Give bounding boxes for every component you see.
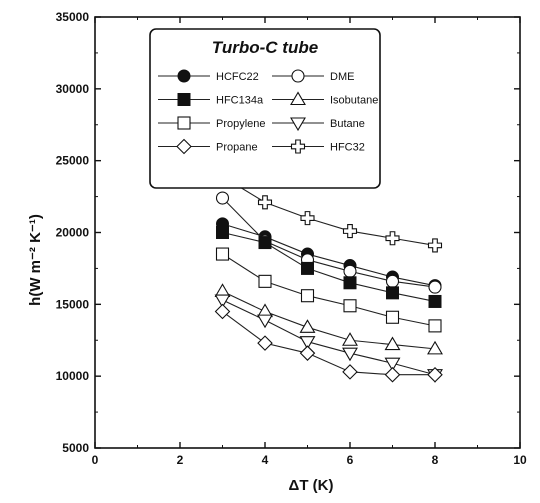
y-tick-label: 20000: [56, 226, 90, 240]
series-hcfc22: [216, 217, 442, 293]
legend-item-butane: Butane: [272, 117, 365, 132]
data-point-propylene: [215, 247, 230, 261]
legend-item-propane: Propane: [158, 138, 258, 155]
series-propylene: [215, 247, 442, 333]
data-point-isobutane: [384, 336, 401, 351]
data-point-isobutane: [342, 332, 358, 346]
series-line-isobutane: [222, 290, 436, 350]
series-line-butane: [222, 299, 436, 376]
data-point-dme: [215, 191, 230, 205]
data-point-propylene: [300, 289, 315, 303]
data-point-hfc32: [300, 211, 315, 226]
legend-marker: [177, 69, 191, 83]
legend-label: Propane: [216, 142, 258, 154]
data-point-dme: [428, 280, 442, 294]
x-tick-label: 6: [347, 453, 354, 467]
legend-marker: [290, 91, 306, 106]
data-point-hfc134a: [216, 226, 229, 239]
y-tick-label: 15000: [56, 297, 90, 311]
legend-label: HFC134a: [216, 95, 264, 107]
y-tick-label: 30000: [56, 82, 90, 96]
legend-item-hfc134a: HFC134a: [158, 93, 264, 107]
data-point-butane: [384, 357, 401, 372]
series-butane: [214, 294, 443, 383]
data-point-propane: [257, 335, 273, 351]
data-point-butane: [342, 347, 358, 362]
data-point-propane: [299, 345, 316, 361]
legend-marker: [176, 138, 192, 155]
data-point-propane: [384, 366, 401, 383]
legend-label: Propylene: [216, 118, 266, 130]
data-point-isobutane: [427, 340, 443, 355]
y-tick-label: 10000: [56, 369, 90, 383]
data-point-propane: [342, 364, 358, 380]
series-hfc134a: [216, 226, 442, 308]
legend-item-hfc32: HFC32: [272, 139, 365, 154]
data-point-butane: [299, 336, 316, 350]
series-line-propylene: [222, 253, 436, 327]
x-tick-label: 8: [432, 453, 439, 467]
legend-label: HCFC22: [216, 71, 259, 83]
data-point-hfc134a: [343, 276, 357, 290]
data-point-hfc32: [257, 195, 273, 210]
legend: Turbo-C tube HCFC22 DME HFC134a Isobutane Pro…: [149, 28, 381, 189]
series-dme: [215, 191, 442, 294]
legend-marker: [291, 69, 305, 83]
legend-marker: [290, 117, 306, 132]
legend-title: Turbo-C tube: [212, 38, 318, 57]
data-point-propylene: [428, 319, 442, 333]
data-point-butane: [257, 314, 273, 329]
series-line-propane: [222, 311, 435, 376]
data-point-hfc134a: [428, 294, 442, 308]
series-line-hcfc22: [222, 223, 436, 287]
legend-label: Butane: [330, 118, 365, 130]
data-point-dme: [385, 274, 400, 288]
series-line-hfc32: [222, 176, 436, 246]
legend-item-dme: DME: [272, 69, 354, 83]
y-axis-title: h(W m⁻² K⁻¹): [27, 214, 44, 306]
data-point-hfc134a: [258, 236, 272, 250]
legend-label: Isobutane: [330, 95, 378, 107]
data-point-propylene: [258, 274, 272, 288]
series-propane: [214, 303, 443, 383]
data-point-hfc32: [385, 231, 400, 246]
legend-label: HFC32: [330, 142, 365, 154]
legend-box: [149, 28, 381, 189]
y-tick-label: 35000: [56, 10, 90, 24]
legend-item-propylene: Propylene: [158, 116, 266, 130]
x-axis-title: ΔT (K): [289, 477, 334, 494]
series-line-hfc134a: [222, 231, 436, 302]
series-line-dme: [222, 197, 436, 288]
data-point-propane: [427, 366, 443, 383]
legend-item-isobutane: Isobutane: [272, 91, 378, 107]
data-point-hfc134a: [386, 286, 399, 300]
legend-item-hcfc22: HCFC22: [158, 69, 259, 83]
data-point-hfc32: [427, 238, 443, 253]
y-tick-label: 25000: [56, 154, 90, 168]
legend-marker: [177, 116, 191, 130]
data-point-propylene: [343, 299, 357, 313]
data-point-isobutane: [299, 319, 316, 333]
x-tick-label: 4: [262, 453, 269, 467]
data-point-hfc32: [342, 224, 358, 239]
x-tick-label: 2: [177, 453, 184, 467]
data-point-hfc134a: [301, 261, 314, 275]
data-point-dme: [343, 264, 357, 278]
legend-marker: [290, 139, 306, 154]
series-isobutane: [214, 283, 443, 355]
legend-marker: [177, 93, 191, 106]
x-tick-label: 0: [92, 453, 99, 467]
data-point-propane: [214, 303, 231, 320]
data-point-propylene: [385, 310, 400, 324]
x-tick-label: 10: [513, 453, 527, 467]
data-point-butane: [214, 294, 231, 309]
legend-label: DME: [330, 71, 354, 83]
y-tick-label: 5000: [62, 441, 89, 455]
